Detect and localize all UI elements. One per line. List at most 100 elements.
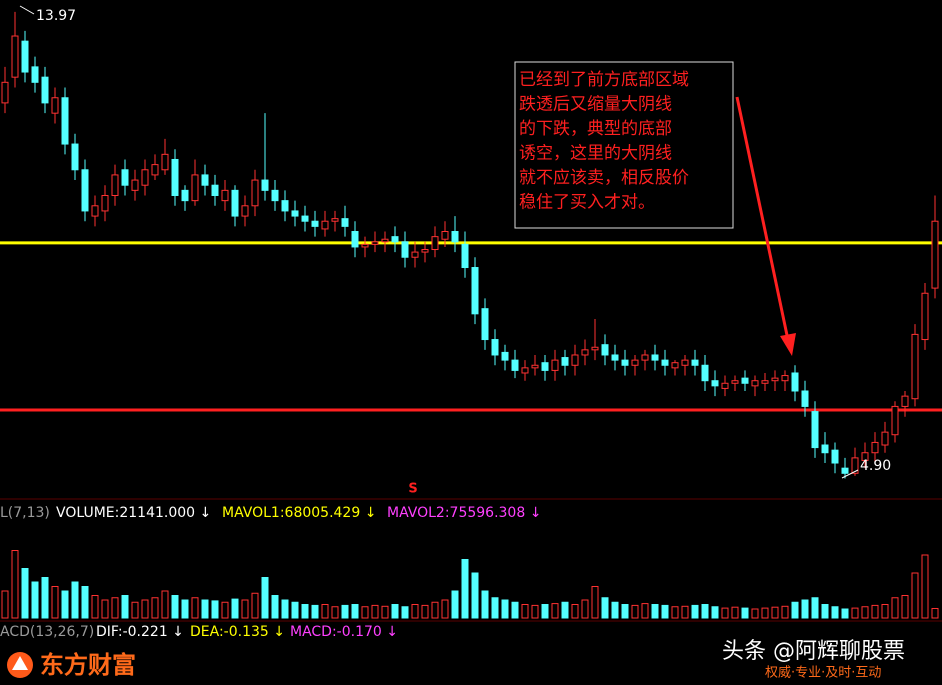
candle-body xyxy=(591,346,599,351)
volume-bar xyxy=(641,603,649,619)
volume-bar xyxy=(901,595,909,619)
volume-bar xyxy=(531,604,539,619)
candle-body xyxy=(891,405,899,436)
arrow-head xyxy=(780,333,796,356)
candle-body xyxy=(621,359,629,366)
candle-body xyxy=(581,349,589,356)
volume-bar xyxy=(761,607,769,619)
volume-bar xyxy=(511,601,519,619)
header-item: ACD(13,26,7) xyxy=(0,624,94,640)
note-text: 已经到了前方底部区域跌透后又缩量大阴线的下跌，典型的底部诱空，这里的大阴线就不应… xyxy=(519,70,689,213)
candle-body xyxy=(431,236,439,251)
note-line: 就不应该卖，相反股价 xyxy=(519,168,689,188)
candle-body xyxy=(611,354,619,361)
volume-bar xyxy=(171,595,179,619)
header-item: MAVOL2:75596.308 ↓ xyxy=(387,505,541,521)
candle-body xyxy=(531,364,539,369)
volume-bar xyxy=(661,604,669,619)
volume-bar xyxy=(161,590,169,619)
volume-bar xyxy=(311,604,319,619)
volume-bar xyxy=(741,607,749,619)
candle-body xyxy=(761,380,769,384)
candle-body xyxy=(471,267,479,315)
candle-body xyxy=(411,251,419,258)
candle-body xyxy=(721,382,729,389)
candle-body xyxy=(41,76,49,104)
candle-body xyxy=(561,357,569,366)
note-line: 诱空，这里的大阴线 xyxy=(519,144,672,164)
volume-bar xyxy=(781,605,789,619)
candle-body xyxy=(521,367,529,374)
volume-bar xyxy=(551,603,559,619)
candle-body xyxy=(211,184,219,196)
slogan: 权威·专业·及时·互动 xyxy=(765,665,881,681)
volume-bar xyxy=(471,572,479,619)
candle-body xyxy=(201,174,209,186)
candle-body xyxy=(261,179,269,191)
volume-bar xyxy=(721,607,729,619)
volume-bar xyxy=(291,601,299,619)
volume-bar xyxy=(121,595,129,619)
volume-bar xyxy=(421,604,429,619)
volume-bar xyxy=(11,550,19,619)
candle-body xyxy=(441,231,449,240)
candle-body xyxy=(71,143,79,171)
volume-bar xyxy=(811,597,819,619)
candle-body xyxy=(271,189,279,202)
candle-body xyxy=(141,169,149,186)
volume-panel xyxy=(1,550,939,619)
candle-body xyxy=(371,241,379,245)
candle-body xyxy=(511,359,519,371)
header-item: DEA:-0.135 ↓ xyxy=(190,624,285,640)
candle-body xyxy=(1,81,9,104)
volume-bar xyxy=(241,599,249,619)
volume-bar xyxy=(711,606,719,619)
volume-bar xyxy=(831,606,839,619)
candle-body xyxy=(51,97,59,114)
candle-body xyxy=(111,174,119,196)
candle-body xyxy=(551,359,559,371)
volume-bar xyxy=(791,601,799,619)
candle-body xyxy=(661,359,669,366)
volume-bar xyxy=(731,606,739,619)
candle-body xyxy=(911,333,919,400)
candle-body xyxy=(311,220,319,227)
candle-body xyxy=(841,467,849,474)
watermark: 头条 @阿辉聊股票 xyxy=(722,639,905,664)
candle-body xyxy=(851,457,859,474)
candle-body xyxy=(381,238,389,243)
macd-header: ACD(13,26,7) DIF:-0.221 ↓ DEA:-0.135 ↓ MACD… xyxy=(0,624,398,640)
volume-header: L(7,13) VOLUME:21141.000 ↓ MAVOL1:68005.42… xyxy=(0,505,541,521)
candle-body xyxy=(241,205,249,217)
volume-bar xyxy=(281,599,289,619)
candle-body xyxy=(281,200,289,212)
volume-bar xyxy=(301,604,309,619)
candle-body xyxy=(81,169,89,212)
volume-bar xyxy=(261,577,269,619)
volume-bar xyxy=(611,601,619,619)
candle-body xyxy=(741,377,749,384)
volume-bar xyxy=(221,601,229,619)
candle-body xyxy=(801,390,809,407)
volume-bar xyxy=(181,599,189,619)
candle-body xyxy=(571,354,579,366)
price-panel xyxy=(0,11,942,479)
volume-bar xyxy=(601,597,609,619)
candle-body xyxy=(771,377,779,382)
volume-bar xyxy=(491,597,499,619)
volume-bar xyxy=(31,581,39,619)
volume-bar xyxy=(211,600,219,619)
candle-body xyxy=(191,174,199,202)
candle-body xyxy=(501,351,509,361)
candle-body xyxy=(301,215,309,222)
candle-body xyxy=(751,380,759,387)
volume-bar xyxy=(911,572,919,619)
candle-body xyxy=(711,380,719,387)
volume-bar xyxy=(891,597,899,619)
candle-body xyxy=(361,243,369,248)
candle-body xyxy=(461,243,469,269)
volume-bar xyxy=(251,592,259,619)
volume-bar xyxy=(681,605,689,619)
candle-body xyxy=(121,169,129,186)
